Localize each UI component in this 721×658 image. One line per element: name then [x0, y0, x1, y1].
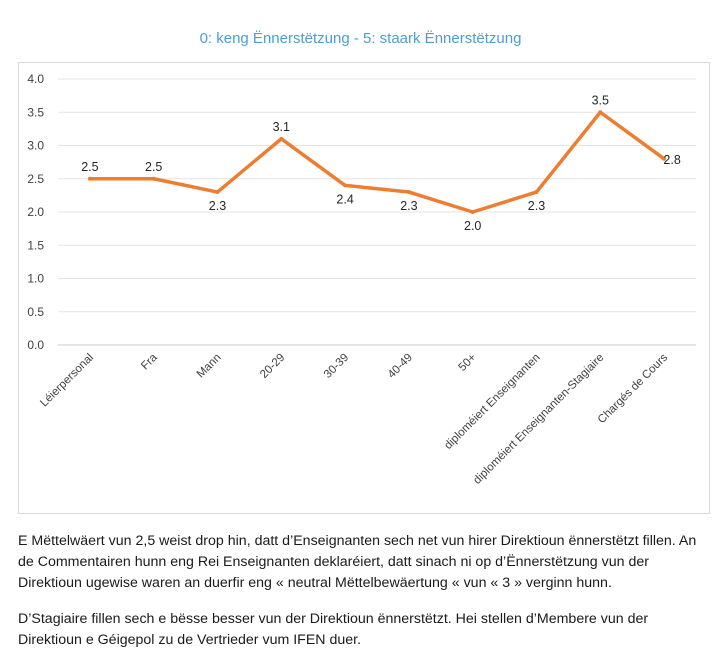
data-label: 2.4	[336, 192, 353, 206]
x-tick-label: Mann	[195, 352, 224, 381]
y-tick-label: 0.0	[27, 338, 44, 352]
paragraph-mean-interpretation: E Mëttelwäert vun 2,5 weist drop hin, da…	[18, 533, 697, 591]
data-point	[279, 136, 284, 141]
y-tick-label: 2.0	[27, 205, 44, 219]
x-tick-label: 30-39	[322, 352, 351, 381]
data-point	[598, 110, 603, 115]
data-point	[662, 156, 667, 161]
x-tick-label: Fra	[139, 351, 160, 372]
data-point	[215, 190, 220, 195]
y-tick-label: 3.0	[27, 139, 44, 153]
chart-title: 0: keng Ënnerstëtzung - 5: staark Ënners…	[199, 30, 522, 47]
x-tick-label: 20-29	[258, 352, 287, 381]
data-point	[151, 176, 156, 181]
y-tick-label: 1.0	[27, 272, 44, 286]
paragraph-stagiaire-support: D’Stagiaire fillen sech e bësse besser v…	[18, 611, 649, 648]
y-tick-label: 1.5	[27, 238, 44, 252]
x-tick-label: 50+	[457, 351, 479, 373]
data-point	[534, 190, 539, 195]
data-point	[343, 183, 348, 188]
data-label: 2.3	[209, 199, 226, 213]
chart-frame	[18, 62, 710, 514]
data-label: 2.5	[145, 160, 162, 174]
line-chart: 0.0 0.5 1.0 1.5 2.0 2.5 3.0 3.5 4.0 Léierpersonal…	[27, 72, 696, 487]
data-point	[470, 210, 475, 214]
y-tick-label: 4.0	[27, 72, 44, 86]
y-tick-label: 0.5	[27, 305, 44, 319]
data-label: 2.3	[400, 199, 417, 213]
series-line	[88, 110, 666, 214]
x-tick-label: Chargés de Cours	[596, 351, 671, 426]
x-tick-label: Léierpersonal	[38, 352, 96, 410]
data-label: 2.5	[81, 160, 98, 174]
data-label: 2.0	[464, 219, 481, 233]
data-label: 2.8	[663, 153, 680, 167]
data-label: 3.5	[592, 93, 609, 107]
x-tick-label: diploméiert Enseignanten-Stagiaire	[471, 352, 606, 487]
data-label: 2.3	[528, 199, 545, 213]
data-label: 3.1	[273, 120, 290, 134]
data-point	[87, 176, 92, 181]
x-tick-label: 40-49	[386, 352, 415, 381]
y-tick-label: 2.5	[27, 172, 44, 186]
data-point	[406, 190, 411, 195]
y-tick-label: 3.5	[27, 105, 44, 119]
